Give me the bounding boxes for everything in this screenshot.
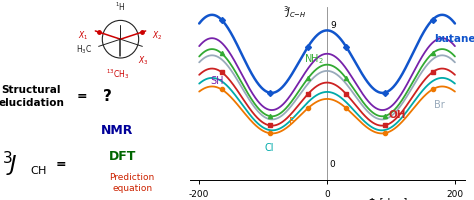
Text: OH: OH: [389, 110, 406, 120]
Text: =: =: [76, 90, 87, 102]
Text: $^3\!J_{C\mathrm{-}H}$: $^3\!J_{C\mathrm{-}H}$: [283, 5, 307, 20]
Text: Prediction
equation: Prediction equation: [109, 172, 155, 192]
Text: $^3\!\mathit{J}$: $^3\!\mathit{J}$: [2, 149, 17, 179]
X-axis label: Φ [deg]: Φ [deg]: [368, 197, 407, 200]
Text: $^1$H: $^1$H: [115, 1, 126, 13]
Text: DFT: DFT: [109, 150, 136, 162]
Text: 9: 9: [330, 21, 336, 30]
Text: Cl: Cl: [265, 142, 274, 152]
Text: ?: ?: [102, 89, 111, 103]
Text: SH: SH: [210, 76, 223, 86]
Text: $^{13}\mathrm{CH_3}$: $^{13}\mathrm{CH_3}$: [106, 67, 129, 80]
Text: $X_3$: $X_3$: [138, 54, 149, 66]
Text: 0: 0: [329, 159, 335, 168]
Text: $X_1$: $X_1$: [79, 30, 89, 42]
Text: NH$_2$: NH$_2$: [304, 52, 324, 66]
Text: $X_2$: $X_2$: [152, 30, 163, 42]
Text: $\mathrm{CH}$: $\mathrm{CH}$: [30, 163, 47, 175]
Text: NMR: NMR: [100, 124, 133, 136]
Text: Structural
elucidation: Structural elucidation: [0, 85, 64, 107]
Text: Br: Br: [435, 99, 445, 109]
Text: $\mathrm{H_3C}$: $\mathrm{H_3C}$: [76, 43, 93, 56]
Text: =: =: [55, 158, 66, 170]
Text: F: F: [289, 116, 295, 126]
Text: butane: butane: [435, 34, 474, 44]
